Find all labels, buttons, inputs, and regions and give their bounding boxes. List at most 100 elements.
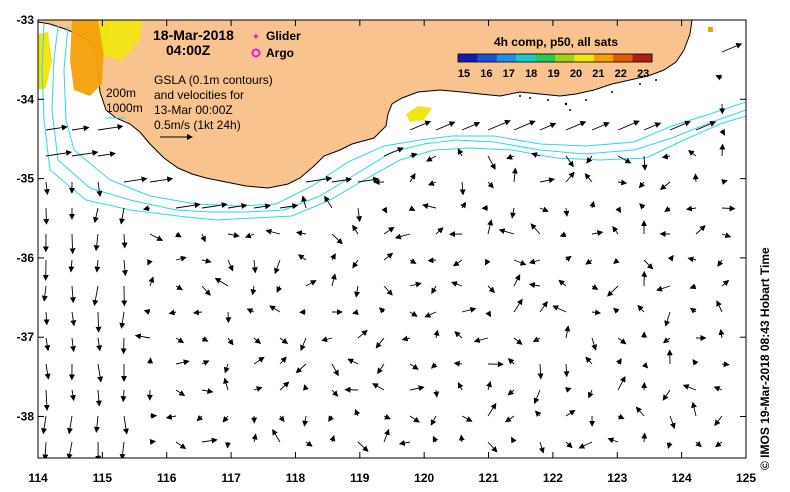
colorbar-tick-label: 15 xyxy=(458,68,470,80)
velocity-arrow xyxy=(253,203,272,210)
velocity-arrow xyxy=(97,124,124,131)
velocity-arrow xyxy=(175,441,187,450)
velocity-arrow xyxy=(563,363,570,378)
gsla-line-3: 13-Mar 00:00Z xyxy=(154,103,233,117)
colorbar-tick-label: 20 xyxy=(570,68,582,80)
velocity-arrow xyxy=(613,257,620,265)
velocity-arrow xyxy=(511,436,517,444)
velocity-arrow xyxy=(321,336,333,343)
velocity-arrow xyxy=(331,176,353,183)
velocity-arrow xyxy=(534,410,542,417)
velocity-arrow xyxy=(143,308,151,315)
velocity-arrow xyxy=(375,337,385,349)
velocity-arrow xyxy=(685,205,697,212)
velocity-arrow xyxy=(689,283,697,290)
velocity-arrow xyxy=(69,285,76,304)
velocity-arrow xyxy=(401,335,411,342)
velocity-arrow xyxy=(721,179,728,185)
velocity-arrow xyxy=(432,435,439,443)
colorbar-segment xyxy=(477,54,498,62)
velocity-arrow xyxy=(510,207,517,219)
velocity-arrow xyxy=(513,337,523,345)
velocity-arrow xyxy=(487,181,494,189)
velocity-arrow xyxy=(538,441,545,454)
velocity-arrow xyxy=(394,233,411,240)
velocity-arrow xyxy=(565,409,576,417)
velocity-arrow xyxy=(409,281,422,288)
velocity-arrow xyxy=(165,413,177,420)
velocity-arrow xyxy=(639,203,646,210)
velocity-arrow xyxy=(559,231,567,238)
velocity-arrow xyxy=(44,363,51,380)
velocity-arrow xyxy=(147,259,153,266)
velocity-arrow xyxy=(589,200,596,209)
velocity-arrow xyxy=(279,356,287,365)
colorbar-tick-label: 18 xyxy=(525,68,537,80)
velocity-arrow xyxy=(329,435,336,443)
velocity-arrow xyxy=(607,285,619,297)
velocity-arrow xyxy=(356,207,363,223)
sst-patch-east xyxy=(708,27,713,32)
velocity-arrow xyxy=(719,143,726,157)
velocity-arrow xyxy=(461,121,481,131)
velocity-arrow xyxy=(398,440,411,446)
velocity-arrow xyxy=(473,337,489,344)
velocity-arrow xyxy=(94,259,101,273)
velocity-arrow xyxy=(378,307,386,314)
velocity-arrow xyxy=(409,258,417,264)
velocity-arrow xyxy=(408,205,416,212)
velocity-arrow xyxy=(427,180,437,186)
velocity-arrow xyxy=(274,259,281,275)
velocity-arrow xyxy=(586,155,593,164)
velocity-arrow xyxy=(302,415,309,427)
velocity-arrow xyxy=(715,441,723,448)
velocity-arrow xyxy=(617,179,628,186)
x-tick-label: 125 xyxy=(736,471,756,485)
y-tick-label: -38 xyxy=(17,410,35,424)
velocity-arrow xyxy=(532,336,541,343)
velocity-arrow xyxy=(70,337,76,353)
velocity-arrow xyxy=(121,233,128,249)
colorbar-segment xyxy=(535,54,556,62)
velocity-arrow xyxy=(687,149,697,157)
colorbar-tick-label: 17 xyxy=(503,68,515,80)
plot-frame xyxy=(37,19,747,459)
velocity-arrow xyxy=(278,415,285,423)
velocity-arrow xyxy=(459,181,466,196)
velocity-arrow xyxy=(149,439,156,445)
velocity-arrow xyxy=(498,228,515,235)
velocity-arrow xyxy=(487,402,497,417)
velocity-arrow xyxy=(539,122,557,131)
velocity-arrow xyxy=(223,363,230,374)
x-tick-label: 119 xyxy=(350,471,370,485)
velocity-arrow xyxy=(96,337,103,352)
velocity-arrow xyxy=(511,167,518,183)
gsla-line-4: 0.5m/s (1kt 24h) xyxy=(154,118,241,132)
velocity-arrow xyxy=(120,389,127,403)
velocity-arrow xyxy=(45,149,73,157)
velocity-arrow xyxy=(454,331,463,339)
velocity-arrow xyxy=(427,257,437,264)
velocity-arrow xyxy=(537,363,544,380)
velocity-arrow xyxy=(528,282,541,289)
velocity-arrow xyxy=(615,206,622,214)
velocity-arrow xyxy=(433,329,440,339)
isobath-200m xyxy=(51,25,746,213)
velocity-arrow xyxy=(305,175,333,183)
velocity-arrow xyxy=(565,387,572,393)
velocity-arrow xyxy=(531,152,541,158)
velocity-arrow xyxy=(300,337,307,352)
velocity-arrow xyxy=(433,389,440,398)
velocity-arrow xyxy=(328,415,334,422)
velocity-arrow xyxy=(201,336,209,342)
velocity-arrow xyxy=(68,259,75,273)
velocity-arrow xyxy=(513,259,527,266)
velocity-arrow xyxy=(486,380,492,391)
velocity-arrow xyxy=(591,284,599,290)
y-tick-label: -34 xyxy=(17,92,35,106)
velocity-arrow xyxy=(617,337,627,345)
velocity-arrow xyxy=(352,224,359,235)
colorbar-segment xyxy=(458,54,478,62)
isobath-200-label: 200m xyxy=(106,86,136,100)
velocity-arrow xyxy=(457,148,464,157)
